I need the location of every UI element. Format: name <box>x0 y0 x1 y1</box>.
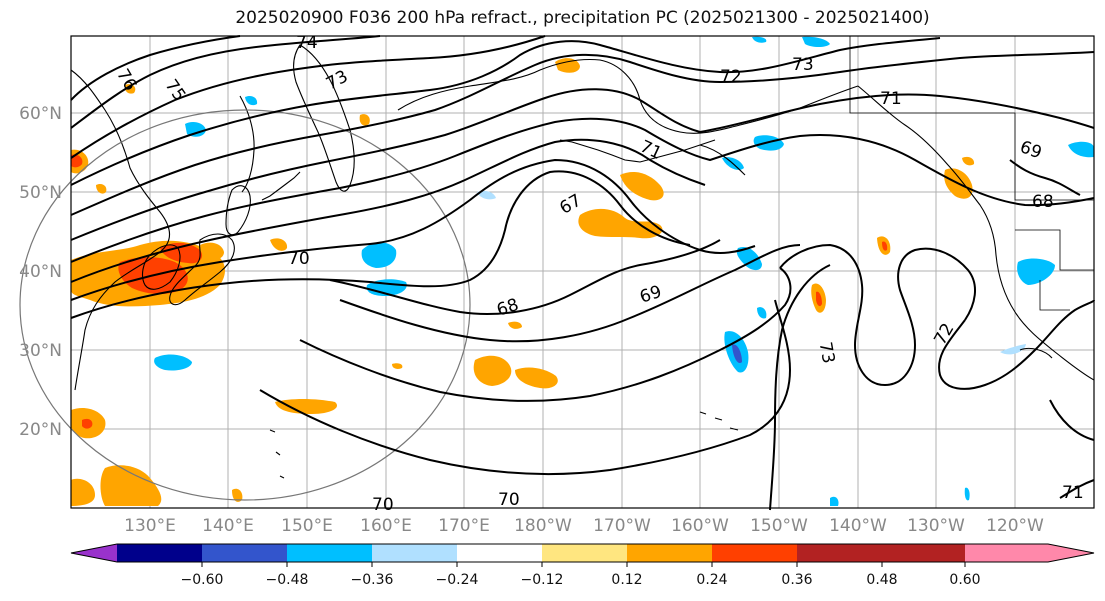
colorbar-tick-label: 0.12 <box>611 572 643 588</box>
lon-label: 160°E <box>360 516 412 536</box>
colorbar-swatch <box>202 544 287 562</box>
contour-label: 70 <box>288 249 310 269</box>
colorbar-swatch <box>457 544 542 562</box>
colorbar-swatch <box>372 544 457 562</box>
lon-label: 160°W <box>671 516 729 536</box>
colorbar-swatch <box>965 544 1048 562</box>
lat-label: 40°N <box>19 262 62 282</box>
lat-label: 30°N <box>19 341 62 361</box>
colorbar-swatch <box>287 544 372 562</box>
lon-label: 180°W <box>514 516 572 536</box>
colorbar-tick-label: −0.60 <box>180 572 224 588</box>
colorbar-tick-label: 0.24 <box>696 572 728 588</box>
range-circle <box>19 109 471 501</box>
colorbar <box>70 543 1095 567</box>
lon-label: 130°W <box>907 516 965 536</box>
colorbar-tick-label: −0.12 <box>520 572 564 588</box>
colorbar-tick-label: 0.60 <box>949 572 981 588</box>
colorbar-tick-label: −0.24 <box>435 572 479 588</box>
colorbar-swatch <box>797 544 882 562</box>
colorbar-swatch <box>542 544 627 562</box>
colorbar-swatch <box>712 544 797 562</box>
colorbar-swatch <box>627 544 712 562</box>
contour-label: 73 <box>792 55 814 75</box>
political-borders <box>849 36 1094 311</box>
colorbar-swatch <box>882 544 965 562</box>
lon-label: 140°W <box>829 516 887 536</box>
lon-label: 150°W <box>750 516 808 536</box>
lon-label: 170°E <box>438 516 490 536</box>
lat-label: 50°N <box>19 183 62 203</box>
contour-label: 74 <box>296 33 318 53</box>
colorbar-min-extension <box>71 544 117 562</box>
map-title: 2025020900 F036 200 hPa refract., precip… <box>235 8 930 28</box>
lon-label: 120°W <box>986 516 1044 536</box>
contour-label: 70 <box>498 490 520 510</box>
colorbar-max-extension <box>1048 544 1094 562</box>
colorbar-tick-label: 0.36 <box>781 572 813 588</box>
colorbar-tick-label: −0.48 <box>265 572 309 588</box>
colorbar-tick-label: 0.48 <box>866 572 898 588</box>
contour-label: 72 <box>720 67 742 87</box>
contour-label: 71 <box>880 89 902 109</box>
contour-label: 68 <box>1032 192 1054 212</box>
colorbar-ticks <box>201 562 966 567</box>
contour-label: 73 <box>815 340 838 365</box>
coastlines <box>70 44 1095 479</box>
map-frame <box>70 35 1095 509</box>
refractivity-contours <box>70 35 1095 511</box>
colorbar-tick-label: −0.36 <box>350 572 394 588</box>
lat-label: 60°N <box>19 104 62 124</box>
contour-label: 71 <box>1062 483 1084 503</box>
lat-label: 20°N <box>19 420 62 440</box>
lon-label: 170°W <box>593 516 651 536</box>
longitude-labels: 130°E 140°E 150°E 160°E 170°E 180°W 170°… <box>124 516 1044 536</box>
lon-label: 140°E <box>202 516 254 536</box>
colorbar-swatch <box>117 544 202 562</box>
lon-label: 150°E <box>281 516 333 536</box>
contour-label: 70 <box>372 495 394 515</box>
colorbar-outline <box>70 543 1095 563</box>
latitude-labels: 60°N 50°N 40°N 30°N 20°N <box>19 104 62 440</box>
lon-label: 130°E <box>124 516 176 536</box>
